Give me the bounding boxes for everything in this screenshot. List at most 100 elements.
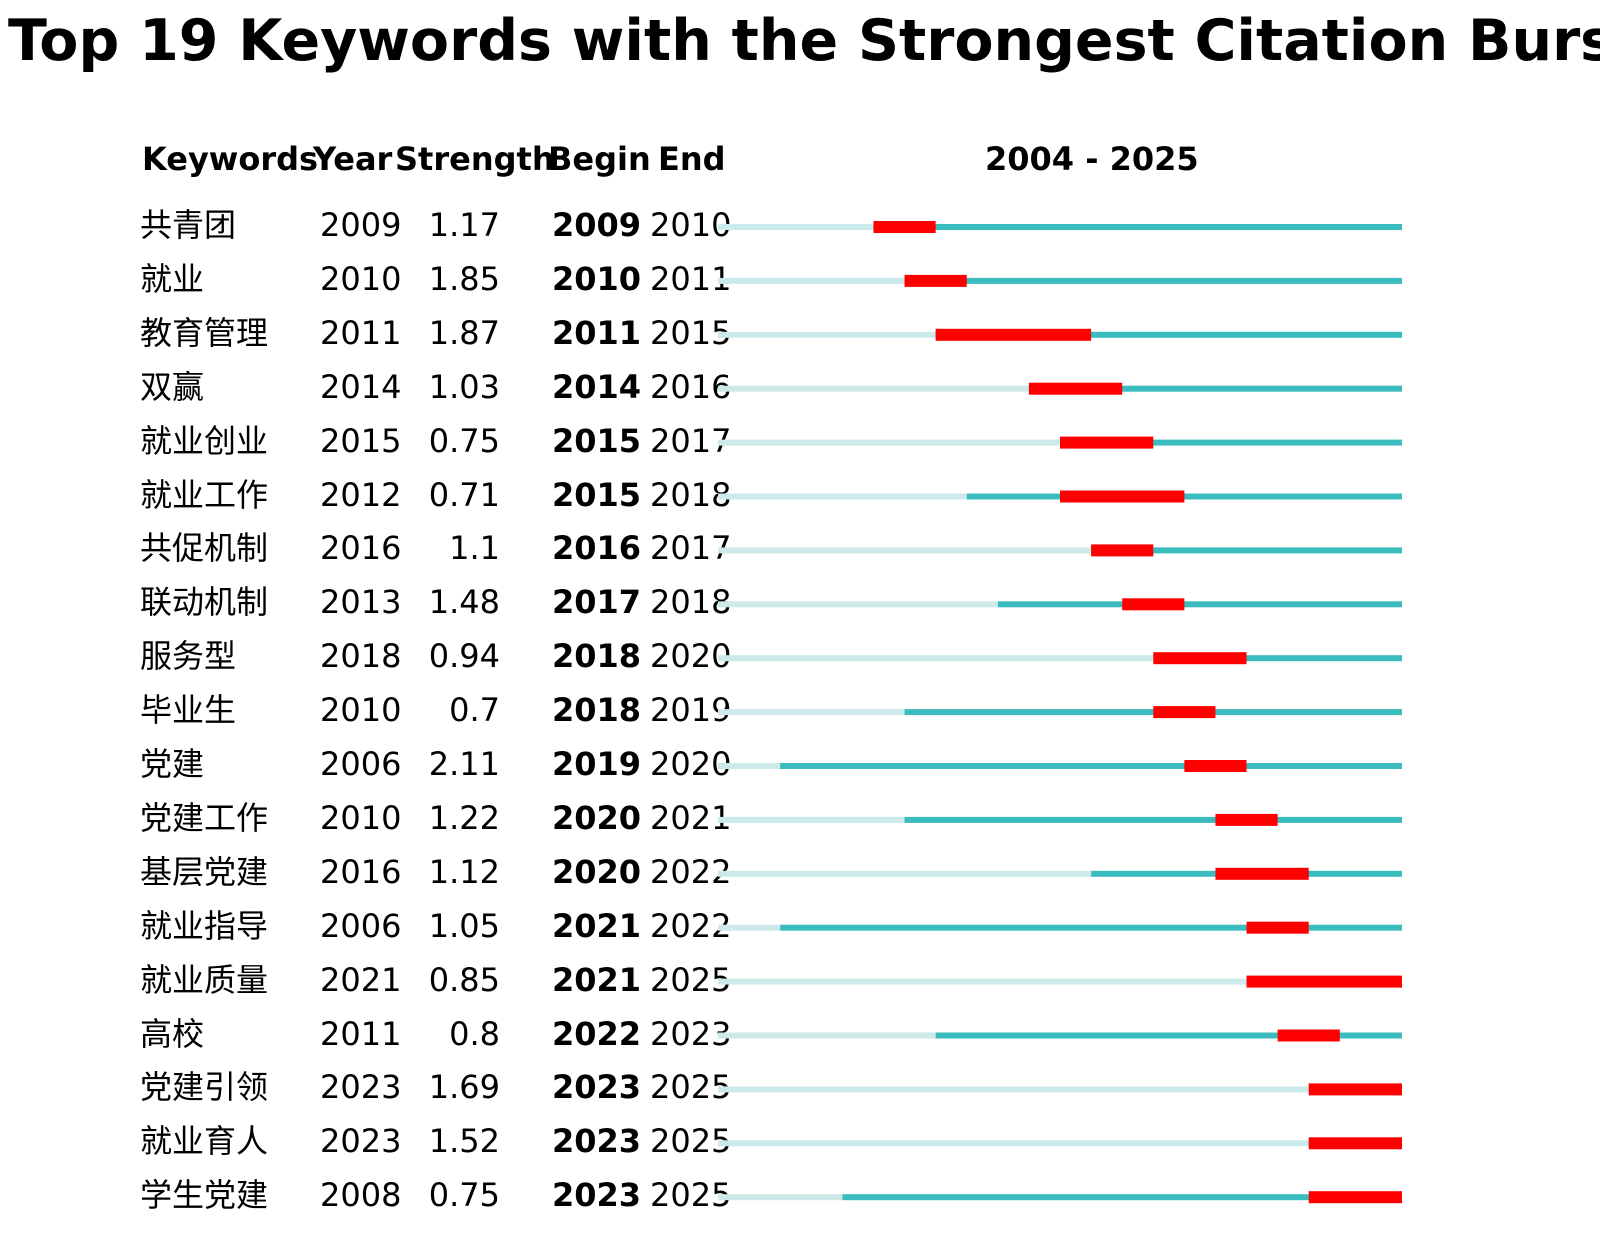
end-cell: 2020 [650,745,732,783]
begin-cell: 2020 [552,798,642,837]
strength-cell: 1.69 [428,1068,500,1107]
table-row: 联动机制 2013 1.48 2017 2018 [0,575,1600,630]
active-segment [904,277,1402,284]
active-segment [1060,439,1402,446]
inactive-segment [718,224,874,230]
strength-cell: 1.22 [428,798,500,837]
keyword-cell: 党建引领 [140,1068,269,1107]
inactive-segment [718,655,1154,662]
begin-cell: 2018 [552,691,642,730]
begin-cell: 2015 [552,421,642,460]
strength-cell: 0.8 [449,1014,500,1053]
begin-cell: 2021 [552,960,642,999]
inactive-segment [718,924,781,931]
inactive-segment [718,493,967,500]
active-segment [1028,385,1402,392]
inactive-segment [718,1140,1309,1147]
keyword-cell: 毕业生 [140,691,237,730]
year-cell: 2008 [320,1176,402,1215]
year-cell: 2015 [320,421,402,460]
strength-cell: 0.75 [428,421,500,460]
table-row: 教育管理 2011 1.87 2011 2015 [0,306,1600,361]
active-segment [780,924,1402,931]
keyword-cell: 就业工作 [140,475,269,514]
table-row: 共青团 2009 1.17 2009 2010 [0,198,1600,253]
strength-cell: 1.52 [428,1122,500,1161]
keyword-cell: 就业 [140,259,205,298]
inactive-segment [718,331,936,338]
inactive-segment [718,1032,936,1039]
keyword-cell: 共青团 [140,206,237,244]
inactive-segment [718,870,1092,877]
strength-cell: 0.85 [428,960,500,999]
year-cell: 2011 [320,313,402,352]
begin-cell: 2022 [552,1014,642,1053]
strength-cell: 1.48 [428,583,500,622]
end-cell: 2011 [650,259,732,298]
year-cell: 2016 [320,529,402,568]
active-segment [935,1032,1402,1039]
year-cell: 2009 [320,206,402,244]
year-cell: 2006 [320,906,402,945]
inactive-segment [718,763,781,769]
keyword-cell: 党建工作 [140,798,269,837]
table-row: 学生党建 2008 0.75 2023 2025 [0,1168,1600,1223]
year-cell: 2011 [320,1014,402,1053]
active-segment [904,816,1402,823]
begin-cell: 2023 [552,1176,642,1215]
year-cell: 2010 [320,691,402,730]
strength-cell: 1.85 [428,259,500,298]
end-cell: 2015 [650,313,732,352]
keyword-cell: 就业创业 [140,421,269,460]
keyword-cell: 基层党建 [140,852,269,891]
begin-cell: 2019 [552,745,642,783]
begin-cell: 2010 [552,259,642,298]
burst-segment [1308,1191,1402,1204]
active-segment [842,1194,1402,1201]
year-cell: 2014 [320,367,402,406]
active-segment [873,224,1402,230]
burst-segment [935,328,1092,341]
burst-segment [1122,598,1185,611]
begin-cell: 2014 [552,367,642,406]
year-cell: 2023 [320,1068,402,1107]
burst-segment [1246,921,1309,934]
keyword-cell: 学生党建 [140,1176,269,1215]
table-row: 基层党建 2016 1.12 2020 2022 [0,845,1600,900]
strength-cell: 0.75 [428,1176,500,1215]
table-row: 服务型 2018 0.94 2018 2020 [0,629,1600,684]
begin-cell: 2023 [552,1068,642,1107]
begin-cell: 2020 [552,852,642,891]
table-row: 就业 2010 1.85 2010 2011 [0,252,1600,307]
header-strength: Strength [395,140,555,178]
begin-cell: 2009 [552,206,642,244]
inactive-segment [718,1086,1309,1093]
inactive-segment [718,816,905,823]
year-cell: 2016 [320,852,402,891]
table-row: 就业创业 2015 0.75 2015 2017 [0,414,1600,469]
end-cell: 2017 [650,529,732,568]
year-cell: 2018 [320,637,402,676]
strength-cell: 0.94 [428,637,500,676]
end-cell: 2025 [650,1068,732,1107]
table-row: 党建工作 2010 1.22 2020 2021 [0,791,1600,846]
begin-cell: 2017 [552,583,642,622]
header-year-range: 2004 - 2025 [985,140,1199,178]
year-cell: 2006 [320,745,402,783]
inactive-segment [718,978,1247,985]
burst-segment [904,274,967,287]
end-cell: 2022 [650,852,732,891]
active-segment [1153,655,1402,662]
begin-cell: 2016 [552,529,642,568]
year-cell: 2012 [320,475,402,514]
burst-segment [1308,1137,1402,1150]
keyword-cell: 党建 [140,745,205,783]
active-segment [780,763,1402,769]
table-row: 党建 2006 2.11 2019 2020 [0,737,1600,792]
burst-segment [1091,544,1154,557]
table-row: 就业育人 2023 1.52 2023 2025 [0,1114,1600,1169]
header-year: Year [313,140,393,178]
year-cell: 2023 [320,1122,402,1161]
end-cell: 2018 [650,583,732,622]
active-segment [1091,547,1402,554]
